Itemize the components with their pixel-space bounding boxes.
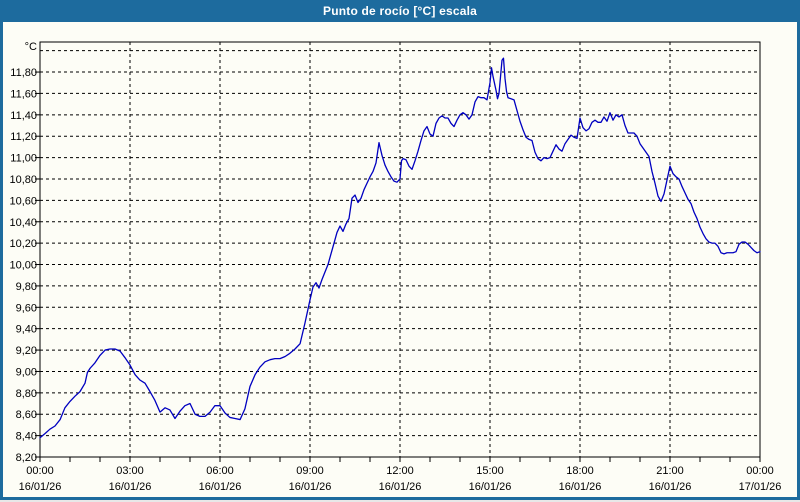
- window-titlebar: Punto de rocío [°C] escala: [0, 0, 800, 22]
- x-tick-time-label: 12:00: [386, 465, 414, 477]
- y-tick-label: 11,80: [10, 67, 37, 79]
- x-tick-date-label: 16/01/26: [469, 481, 512, 493]
- y-tick-label: 11,00: [10, 153, 37, 165]
- y-tick-label: 9,80: [16, 281, 37, 293]
- x-tick-time-label: 00:00: [26, 465, 54, 477]
- x-tick-time-label: 06:00: [206, 465, 234, 477]
- y-tick-label: 9,40: [16, 324, 37, 336]
- y-tick-label: 9,60: [16, 302, 37, 314]
- x-tick-date-label: 17/01/26: [739, 481, 782, 493]
- x-tick-date-label: 16/01/26: [19, 481, 62, 493]
- y-tick-label: 8,60: [16, 409, 37, 421]
- x-tick-date-label: 16/01/26: [649, 481, 692, 493]
- x-tick-time-label: 00:00: [746, 465, 774, 477]
- x-tick-date-label: 16/01/26: [289, 481, 332, 493]
- x-tick-date-label: 16/01/26: [199, 481, 242, 493]
- x-tick-date-label: 16/01/26: [379, 481, 422, 493]
- y-tick-label: 11,60: [10, 88, 37, 100]
- x-tick-date-label: 16/01/26: [559, 481, 602, 493]
- y-tick-label: 11,20: [10, 131, 37, 143]
- x-tick-time-label: 03:00: [116, 465, 144, 477]
- y-tick-label: 10,60: [9, 195, 37, 207]
- y-tick-label: 8,80: [16, 388, 37, 400]
- x-tick-time-label: 15:00: [476, 465, 504, 477]
- x-tick-date-label: 16/01/26: [109, 481, 152, 493]
- window-title: Punto de rocío [°C] escala: [322, 4, 478, 18]
- y-tick-label: 9,20: [16, 345, 37, 357]
- y-tick-label: 8,20: [16, 452, 37, 464]
- dewpoint-line-chart: 8,20 8,40 8,60 8,80 9,00 9,20 9,40 9,60 9,80 10,0…: [9, 41, 782, 493]
- y-tick-label: 11,40: [10, 110, 37, 122]
- x-tick-time-label: 09:00: [296, 465, 324, 477]
- y-tick-label: 10,20: [9, 238, 37, 250]
- y-tick-label: 10,40: [9, 217, 37, 229]
- x-tick-time-label: 21:00: [656, 465, 684, 477]
- plot-border: [39, 41, 761, 458]
- chart-area: 8,20 8,40 8,60 8,80 9,00 9,20 9,40 9,60 9,80 10,0…: [3, 22, 797, 497]
- x-tick-time-label: 18:00: [566, 465, 594, 477]
- y-tick-label: 9,00: [16, 366, 37, 378]
- dewpoint-series-line: [39, 57, 761, 439]
- y-tick-label: 10,00: [9, 260, 37, 272]
- y-tick-label: 8,40: [16, 431, 37, 443]
- y-unit-label: °C: [25, 41, 37, 53]
- y-tick-label: 10,80: [9, 174, 37, 186]
